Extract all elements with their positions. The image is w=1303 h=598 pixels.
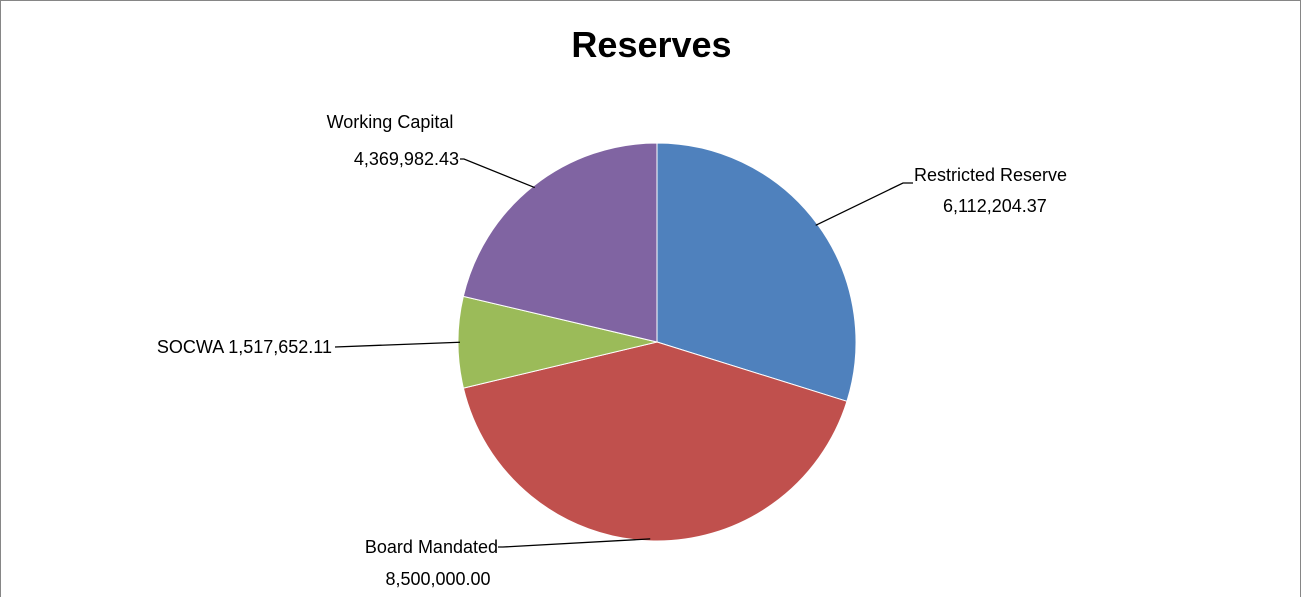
leader-line-working-capital [460, 158, 535, 189]
pie-slice-board-mandated [462, 341, 848, 542]
leader-line-restricted-reserve [815, 182, 913, 226]
leader-line-board-mandated [498, 538, 651, 548]
data-value-label-working-capital: 4,369,982.43 [354, 149, 459, 169]
chart-title: Reserves [571, 24, 732, 65]
leader-line-socwa [334, 341, 461, 348]
leader-lines [334, 158, 913, 548]
data-value-label-restricted-reserve: 6,112,204.37 [943, 196, 1047, 216]
data-label-socwa: SOCWA 1,517,652.11 [157, 337, 332, 357]
data-category-label-restricted-reserve: Restricted Reserve [914, 165, 1067, 185]
data-category-label-board-mandated: Board Mandated [365, 537, 498, 557]
data-value-label-board-mandated: 8,500,000.00 [385, 569, 490, 589]
data-category-label-working-capital: Working Capital [327, 112, 454, 132]
pie-slices [457, 142, 857, 542]
pie-slice-working-capital [462, 142, 658, 343]
data-labels: Restricted Reserve 6,112,204.37 Board Mand… [157, 112, 1067, 589]
